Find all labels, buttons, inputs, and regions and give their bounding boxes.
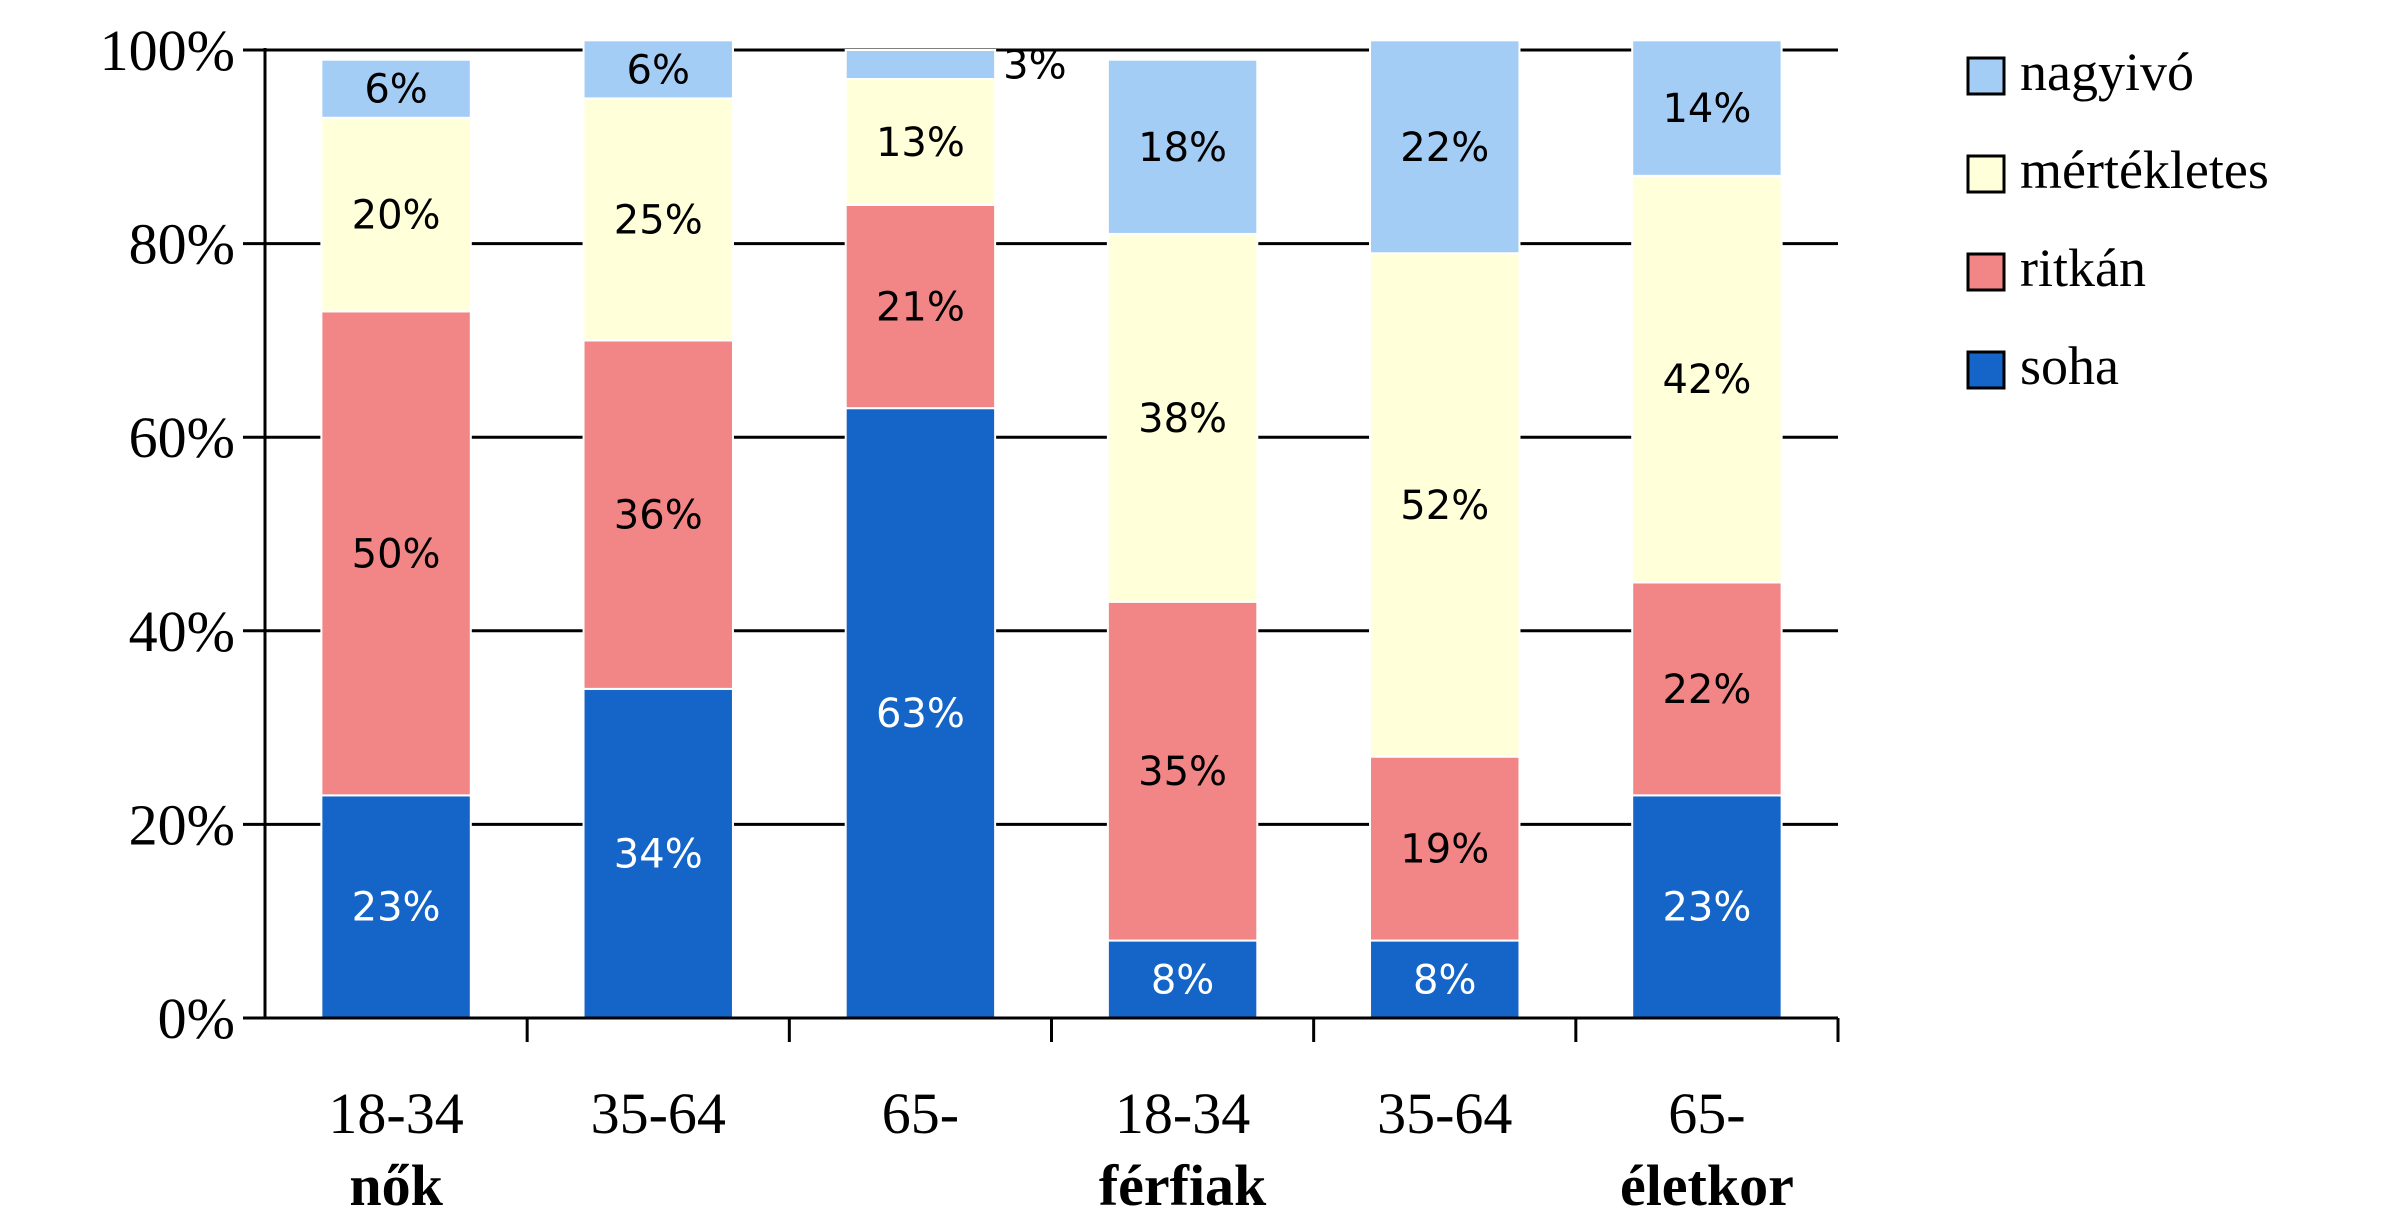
- bar-segment-nagyivo: [1631, 39, 1783, 177]
- legend-label-soha: soha: [2020, 336, 2119, 396]
- bar-segment-soha: [1369, 939, 1521, 1019]
- data-label: 52%: [1400, 483, 1489, 529]
- data-label: 14%: [1662, 86, 1751, 132]
- y-tick-label: 100%: [100, 18, 235, 83]
- data-labels: 23% 50% 20% 6% 34% 36% 25% 6% 63% 21% 13% 3% 8% 35% 38…: [352, 43, 1752, 1004]
- data-label: 8%: [1151, 957, 1214, 1003]
- x-tick-label: 65-: [1668, 1081, 1745, 1146]
- data-label: 21%: [876, 285, 965, 331]
- bar-segment-nagyivo: [844, 49, 997, 81]
- group-label-nok: nők: [349, 1153, 443, 1218]
- bar-segment-nagyivo: [1106, 58, 1259, 235]
- legend-label-ritkan: ritkán: [2020, 238, 2146, 298]
- bar-segment-ritkan: [844, 203, 997, 410]
- x-tick-label: 18-34: [1115, 1081, 1250, 1146]
- group-label-ferfiak: férfiak: [1099, 1153, 1267, 1218]
- data-label: 38%: [1138, 396, 1227, 442]
- data-label: 19%: [1400, 827, 1489, 873]
- data-label: 25%: [614, 197, 703, 243]
- bar-segment-mertekletes: [1369, 252, 1521, 758]
- bar-segment-ritkan: [1106, 600, 1259, 942]
- bar-segment-ritkan: [1631, 581, 1783, 797]
- data-label: 23%: [352, 885, 441, 931]
- data-label: 22%: [1400, 125, 1489, 171]
- bars: [320, 39, 1783, 1020]
- bar-segment-nagyivo: [320, 58, 472, 119]
- bar-segment-mertekletes: [1631, 174, 1783, 584]
- bar-segment-nagyivo: [582, 39, 734, 100]
- bar-segment-soha: [1106, 939, 1259, 1019]
- data-label: 18%: [1138, 125, 1227, 171]
- data-label: 3%: [1003, 43, 1066, 89]
- y-tick-label: 60%: [129, 405, 235, 470]
- bar-segment-mertekletes: [1106, 232, 1259, 603]
- y-tick-label: 0%: [158, 986, 235, 1051]
- data-label: 6%: [364, 67, 427, 113]
- bar-segment-nagyivo: [1369, 39, 1521, 255]
- legend: nagyivó mértékletes ritkán soha: [1966, 42, 2269, 396]
- bar-segment-ritkan: [1369, 755, 1521, 942]
- data-label: 23%: [1662, 885, 1751, 931]
- bar-segment-soha: [1631, 794, 1783, 1019]
- axis-caption: életkor: [1620, 1153, 1794, 1218]
- axes: 0% 20% 40% 60% 80% 100% 18-34 35-64 65- 18-34 35-6…: [100, 18, 1840, 1218]
- bar-segment-soha: [320, 794, 472, 1019]
- bar-segment-mertekletes: [844, 78, 997, 206]
- x-tick-label: 18-34: [328, 1081, 463, 1146]
- legend-swatch-ritkan: [1966, 252, 2006, 292]
- data-label: 13%: [876, 120, 965, 166]
- data-label: 8%: [1413, 957, 1476, 1003]
- data-label: 34%: [614, 831, 703, 877]
- y-tick-label: 20%: [129, 792, 235, 857]
- data-label: 22%: [1662, 667, 1751, 713]
- bar-segment-soha: [844, 407, 997, 1020]
- legend-label-mertekletes: mértékletes: [2020, 140, 2269, 200]
- x-tick-label: 35-64: [1377, 1081, 1512, 1146]
- data-label: 35%: [1138, 749, 1227, 795]
- legend-label-nagyivo: nagyivó: [2020, 42, 2194, 102]
- data-label: 42%: [1662, 357, 1751, 403]
- data-label: 63%: [876, 691, 965, 737]
- bar-segment-mertekletes: [582, 97, 734, 342]
- y-tick-label: 40%: [129, 599, 235, 664]
- legend-swatch-nagyivo: [1966, 56, 2006, 96]
- data-label: 20%: [352, 193, 441, 239]
- legend-swatch-soha: [1966, 350, 2006, 390]
- data-label: 36%: [614, 493, 703, 539]
- gridlines: [265, 48, 1838, 826]
- data-label: 50%: [352, 531, 441, 577]
- y-tick-label: 80%: [129, 212, 235, 277]
- x-tick-label: 35-64: [591, 1081, 726, 1146]
- x-tick-label: 65-: [882, 1081, 959, 1146]
- bar-segment-ritkan: [320, 310, 472, 797]
- legend-swatch-mertekletes: [1966, 154, 2006, 194]
- data-label: 6%: [627, 47, 690, 93]
